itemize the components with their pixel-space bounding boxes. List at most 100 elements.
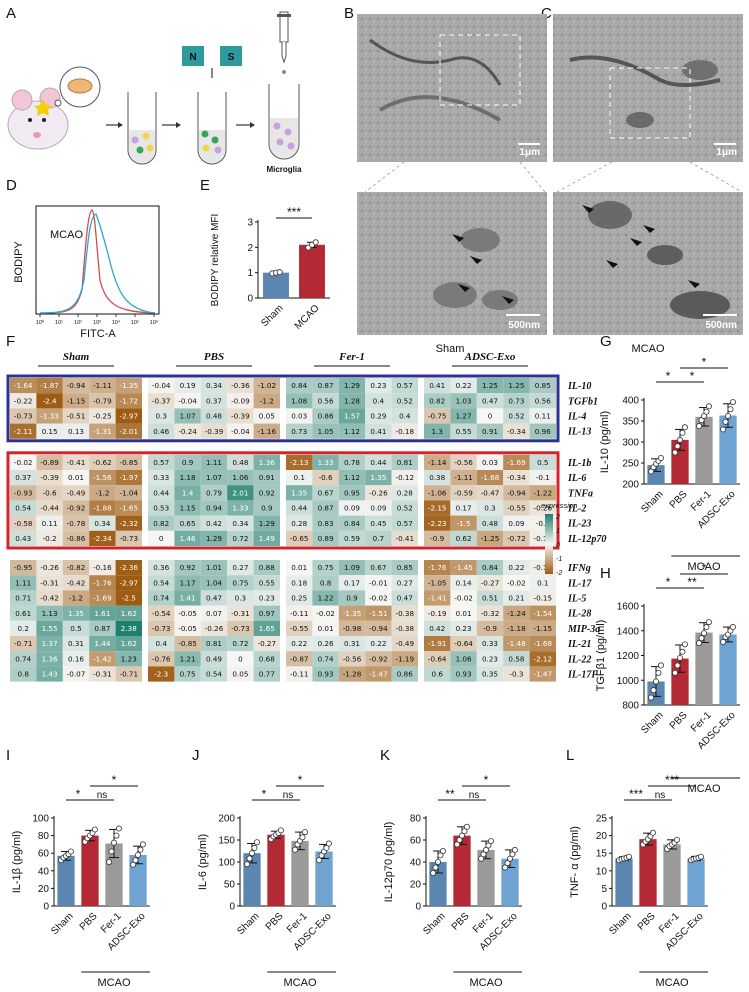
panel-label-l: L — [566, 747, 574, 764]
heatmap-cell-value: 1.55 — [42, 624, 58, 633]
heatmap-cell-value: -0.55 — [290, 624, 309, 633]
heatmap-cell-value: 0.86 — [397, 670, 413, 679]
em-image-sham-high — [357, 192, 547, 335]
arrowhead-icon — [582, 205, 700, 288]
heatmap-cell-value: 0.17 — [456, 504, 472, 513]
flow-curve-sham — [39, 209, 156, 314]
heatmap-cell — [338, 378, 366, 394]
heatmap-cell-value: -0.18 — [395, 427, 414, 436]
heatmap-cell-value: 0.67 — [318, 488, 334, 497]
data-point — [625, 853, 632, 860]
heatmap-cell — [89, 515, 116, 531]
heatmap-cell-value: -0.73 — [14, 412, 33, 421]
heatmap-cell-value: 0.68 — [259, 654, 275, 663]
heatmap-cell — [174, 393, 201, 409]
heatmap-cell — [89, 485, 116, 501]
heatmap-cell-value: -1.24 — [507, 609, 526, 618]
heatmap-cell — [148, 485, 175, 501]
heatmap-cell — [10, 423, 37, 439]
heatmap-cell-value: 0.22 — [370, 639, 386, 648]
heatmap-cell — [365, 620, 392, 636]
heatmap-cell — [115, 454, 142, 470]
y-tick-label: 20 — [596, 831, 608, 842]
data-point — [720, 426, 727, 433]
heatmap-cell-value: 1.35 — [370, 473, 386, 482]
heatmap-cell-value: -0.89 — [40, 458, 59, 467]
heatmap-cell-value: -1.35 — [343, 609, 362, 618]
heatmap-cell — [476, 530, 504, 546]
heatmap-cell — [89, 378, 116, 394]
heatmap-cell-value: -1.42 — [93, 654, 112, 663]
data-point — [697, 853, 704, 860]
heatmap-row-label: IL-17F — [567, 670, 598, 681]
heatmap-cell — [450, 500, 477, 516]
heatmap-cell-value: 0.93 — [456, 670, 472, 679]
heatmap-cell-value: -2.5 — [122, 594, 136, 603]
heatmap-cell — [10, 651, 37, 667]
data-point — [299, 834, 306, 841]
heatmap-cell — [200, 590, 228, 606]
heatmap-cell-value: -1.41 — [428, 594, 447, 603]
heatmap-cell — [391, 485, 418, 501]
scale-bar-label: 500nm — [508, 320, 540, 331]
data-point — [701, 630, 708, 637]
heatmap-cell-value: 0.84 — [344, 519, 360, 528]
data-point — [463, 823, 470, 830]
heatmap-cell-value: 0.11 — [535, 412, 551, 421]
pipette-and-tube — [268, 11, 300, 160]
heatmap-cell-value: -0.54 — [152, 609, 171, 618]
heatmap-cell-value: 1.25 — [508, 381, 524, 390]
heatmap-cell — [89, 560, 116, 576]
heatmap-cell-value: 0.97 — [259, 609, 275, 618]
heatmap-cell — [529, 423, 556, 439]
data-point — [509, 851, 516, 858]
heatmap-cell-value: 0.23 — [259, 594, 275, 603]
heatmap-cell-value: -2.23 — [428, 519, 447, 528]
y-tick-label: 0 — [415, 902, 421, 913]
heatmap-cell — [529, 485, 556, 501]
data-point — [649, 829, 656, 836]
heatmap-cell-value: 0.55 — [259, 578, 275, 587]
heatmap-cell — [503, 605, 530, 621]
heatmap-cell-value: -0.49 — [67, 488, 86, 497]
heatmap-cell — [115, 485, 142, 501]
heatmap-cell — [200, 454, 228, 470]
heatmap-cell-value: 0.5 — [537, 458, 548, 467]
heatmap-cell — [476, 500, 504, 516]
heatmap-cell — [312, 515, 339, 531]
heatmap-cell-value: -0.36 — [231, 381, 250, 390]
heatmap-cell-value: 0.93 — [318, 670, 334, 679]
data-point — [251, 844, 258, 851]
heatmap-cell-value: 0.54 — [206, 670, 222, 679]
heatmap-cell-value: -0.37 — [152, 396, 171, 405]
heatmap-cell — [365, 454, 392, 470]
data-point — [115, 825, 122, 832]
heatmap-cell — [424, 454, 451, 470]
heatmap-cell-value: -0.3 — [509, 670, 523, 679]
heatmap-cell-value: -2.97 — [119, 578, 138, 587]
heatmap-cell-value: -1.15 — [533, 624, 552, 633]
heatmap-cell — [450, 575, 477, 591]
heatmap-cell-value: 0.23 — [370, 381, 386, 390]
heatmap-cell — [312, 560, 339, 576]
heatmap-cell-value: -0.6 — [43, 488, 57, 497]
scale-bar-label: 500nm — [705, 320, 737, 331]
data-point — [674, 443, 681, 450]
data-point — [657, 454, 664, 461]
heatmap-cell-value: 0 — [238, 654, 243, 663]
heatmap-row-label: IL-1b — [567, 458, 591, 469]
data-point — [696, 423, 703, 430]
flow-x-tick-label: 10³ — [93, 320, 101, 326]
data-point — [729, 624, 736, 631]
heatmap-cell-value: 0.49 — [206, 654, 222, 663]
heatmap-cell — [424, 666, 451, 682]
heatmap-cell — [115, 393, 142, 409]
data-point — [132, 857, 139, 864]
heatmap-cell-value: -1.33 — [40, 412, 59, 421]
heatmap-cell-value: -0.16 — [93, 563, 112, 572]
data-point — [108, 848, 115, 855]
heatmap-cell-value: -2.01 — [119, 427, 138, 436]
heatmap-cell — [115, 666, 142, 682]
heatmap-cell — [450, 423, 477, 439]
heatmap-cell — [227, 515, 254, 531]
